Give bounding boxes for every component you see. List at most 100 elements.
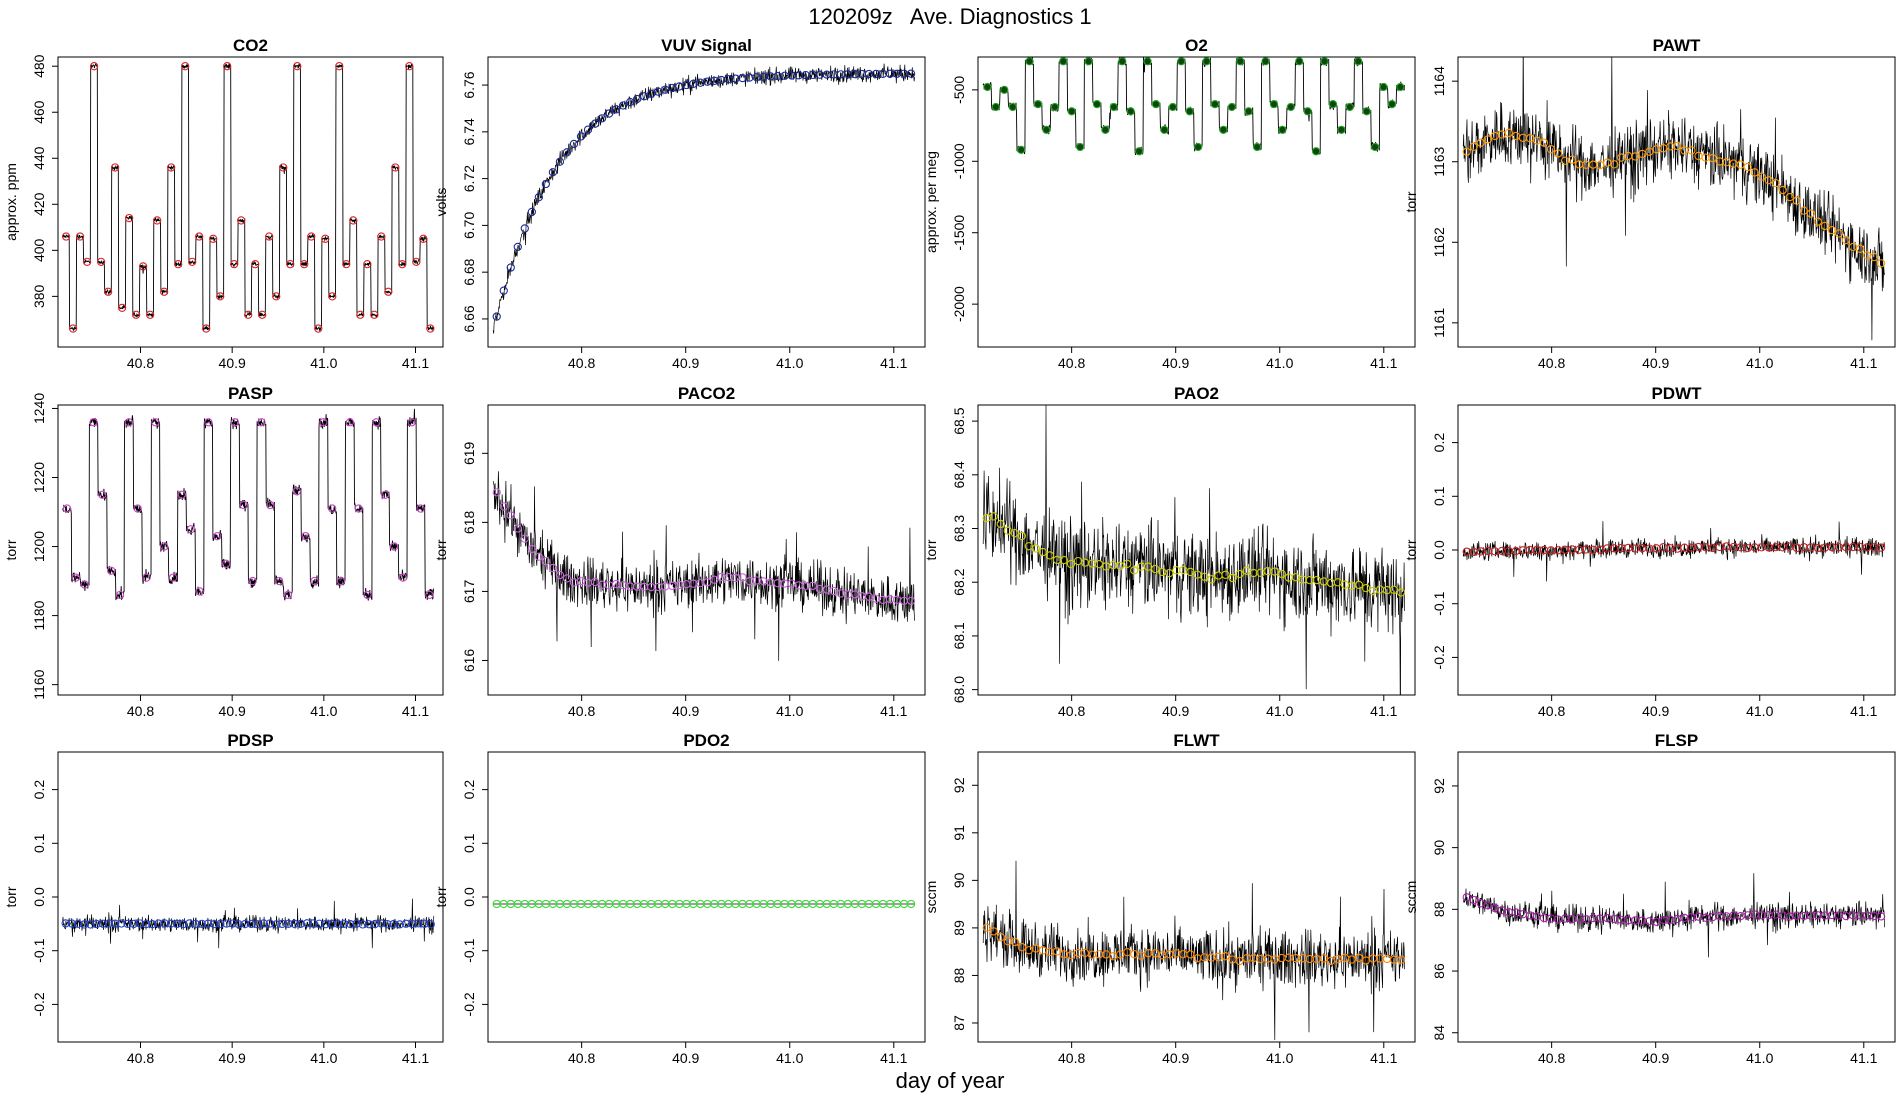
average-point bbox=[1827, 910, 1837, 920]
average-point bbox=[414, 919, 423, 928]
average-point bbox=[278, 919, 287, 929]
average-point bbox=[703, 578, 712, 587]
x-tick-label: 40.8 bbox=[127, 355, 154, 371]
y-tick-label: 6.68 bbox=[461, 258, 477, 285]
x-tick-label: 40.8 bbox=[1058, 1050, 1085, 1066]
x-tick-label: 40.9 bbox=[1642, 1050, 1669, 1066]
average-point bbox=[527, 207, 536, 217]
average-point bbox=[73, 919, 83, 928]
average-point bbox=[389, 919, 398, 929]
y-tick-label: 380 bbox=[31, 284, 47, 308]
average-point bbox=[142, 573, 151, 582]
average-point bbox=[1137, 562, 1146, 571]
series-group bbox=[492, 471, 916, 661]
average-point bbox=[1261, 57, 1270, 66]
y-tick-label: 460 bbox=[31, 100, 47, 124]
average-point bbox=[372, 418, 381, 427]
series-group bbox=[1462, 873, 1886, 958]
y-axis-label: torr bbox=[1403, 539, 1419, 560]
average-point bbox=[302, 919, 312, 928]
x-tick-label: 40.9 bbox=[1642, 703, 1669, 719]
average-point bbox=[80, 580, 89, 589]
average-point bbox=[1235, 956, 1244, 966]
average-point bbox=[222, 919, 231, 928]
average-point bbox=[186, 525, 195, 534]
panel-pao2: PAO2 torr 40.8 40.9 41.0 41.1 68.0 68.1 68.2 68.3… bbox=[923, 384, 1416, 719]
average-point bbox=[604, 109, 614, 118]
y-tick-label: 92 bbox=[1431, 778, 1447, 794]
average-point bbox=[499, 502, 508, 511]
average-point bbox=[1370, 142, 1380, 152]
average-point bbox=[982, 923, 991, 932]
average-point bbox=[228, 919, 237, 928]
x-tick-label: 40.8 bbox=[568, 355, 595, 371]
average-point bbox=[89, 418, 98, 427]
average-point bbox=[1059, 555, 1069, 565]
x-tick-label: 40.9 bbox=[672, 1050, 699, 1066]
average-point bbox=[1546, 145, 1556, 154]
average-point bbox=[1813, 217, 1823, 226]
average-point bbox=[61, 919, 70, 928]
average-point bbox=[247, 919, 256, 929]
x-tick-label: 41.1 bbox=[880, 355, 907, 371]
average-point bbox=[1067, 107, 1076, 116]
y-tick-label: 1164 bbox=[1431, 66, 1447, 96]
raw-trace-line bbox=[62, 408, 435, 601]
average-point bbox=[1354, 57, 1363, 66]
average-point bbox=[1785, 192, 1794, 202]
average-point bbox=[213, 532, 222, 541]
y-tick-label: 618 bbox=[461, 510, 477, 534]
average-point bbox=[416, 504, 425, 513]
average-point bbox=[1820, 221, 1830, 231]
panel-pawt: PAWT torr 40.8 40.9 41.0 41.1 1161 1162 1163 1164 bbox=[1403, 36, 1896, 371]
y-tick-label: 68.2 bbox=[951, 568, 967, 595]
panel-vuv-signal: VUV Signal volts 40.8 40.9 41.0 41.1 6.66 6.68 6… bbox=[433, 36, 926, 371]
raw-trace-line bbox=[982, 860, 1405, 1041]
x-tick-label: 41.0 bbox=[1746, 703, 1773, 719]
average-point bbox=[1227, 102, 1236, 112]
average-point bbox=[384, 287, 393, 296]
x-tick-label: 41.1 bbox=[880, 703, 907, 719]
average-point bbox=[513, 524, 522, 533]
average-point bbox=[389, 542, 399, 551]
plot-frame bbox=[1457, 751, 1896, 1043]
average-point bbox=[1144, 949, 1153, 958]
average-point bbox=[181, 62, 190, 71]
y-tick-label: 1240 bbox=[31, 393, 47, 424]
average-point bbox=[75, 232, 85, 241]
average-point bbox=[1673, 141, 1682, 151]
average-point bbox=[82, 257, 92, 266]
y-axis-label: torr bbox=[1403, 191, 1419, 212]
average-point bbox=[129, 919, 138, 929]
average-point bbox=[492, 488, 501, 497]
y-tick-label: 91 bbox=[951, 825, 967, 841]
average-point bbox=[1118, 57, 1127, 66]
average-point bbox=[257, 418, 266, 427]
average-point bbox=[1806, 209, 1816, 218]
series-group bbox=[492, 899, 916, 909]
average-point bbox=[534, 193, 544, 202]
x-tick-label: 40.8 bbox=[127, 1050, 154, 1066]
average-point bbox=[1236, 57, 1245, 66]
x-tick-label: 40.9 bbox=[672, 703, 699, 719]
average-point bbox=[177, 490, 187, 499]
y-tick-label: -0.2 bbox=[461, 992, 477, 1016]
average-point bbox=[1311, 147, 1321, 156]
average-point bbox=[1059, 57, 1068, 66]
average-point bbox=[342, 259, 351, 269]
average-point bbox=[541, 179, 551, 189]
average-point bbox=[906, 596, 916, 606]
average-point bbox=[310, 576, 319, 586]
average-point bbox=[244, 310, 253, 319]
y-tick-label: -1500 bbox=[951, 215, 967, 251]
x-tick-label: 41.0 bbox=[1266, 703, 1293, 719]
average-point bbox=[499, 286, 508, 295]
y-tick-label: 616 bbox=[461, 649, 477, 673]
average-point bbox=[107, 566, 116, 575]
average-point bbox=[117, 919, 126, 928]
average-point bbox=[223, 62, 232, 71]
average-point bbox=[1042, 125, 1051, 135]
average-point bbox=[133, 504, 142, 513]
average-point bbox=[234, 920, 244, 929]
x-tick-label: 41.1 bbox=[402, 355, 429, 371]
